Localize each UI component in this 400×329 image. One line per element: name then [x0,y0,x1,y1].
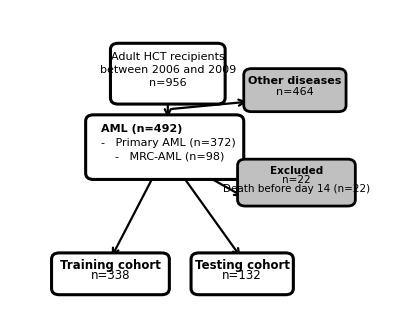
FancyBboxPatch shape [191,253,293,295]
Text: n=956: n=956 [149,78,187,88]
Text: Death before day 14 (n=22): Death before day 14 (n=22) [223,184,370,194]
Text: Testing cohort: Testing cohort [195,259,290,272]
FancyBboxPatch shape [238,159,355,206]
Text: n=338: n=338 [91,269,130,282]
Text: n=22: n=22 [282,175,311,185]
Text: between 2006 and 2009: between 2006 and 2009 [100,65,236,75]
FancyBboxPatch shape [110,43,225,104]
FancyBboxPatch shape [86,115,244,179]
Text: -   MRC-AML (n=98): - MRC-AML (n=98) [101,152,224,162]
Text: n=464: n=464 [276,87,314,97]
Text: AML (n=492): AML (n=492) [101,124,182,134]
Text: Other diseases: Other diseases [248,76,342,87]
Text: -   Primary AML (n=372): - Primary AML (n=372) [101,138,236,148]
Text: n=132: n=132 [222,269,262,282]
Text: Training cohort: Training cohort [60,259,161,272]
Text: Excluded: Excluded [270,166,323,176]
FancyBboxPatch shape [244,69,346,112]
Text: Adult HCT recipients: Adult HCT recipients [111,52,225,62]
FancyBboxPatch shape [52,253,169,295]
